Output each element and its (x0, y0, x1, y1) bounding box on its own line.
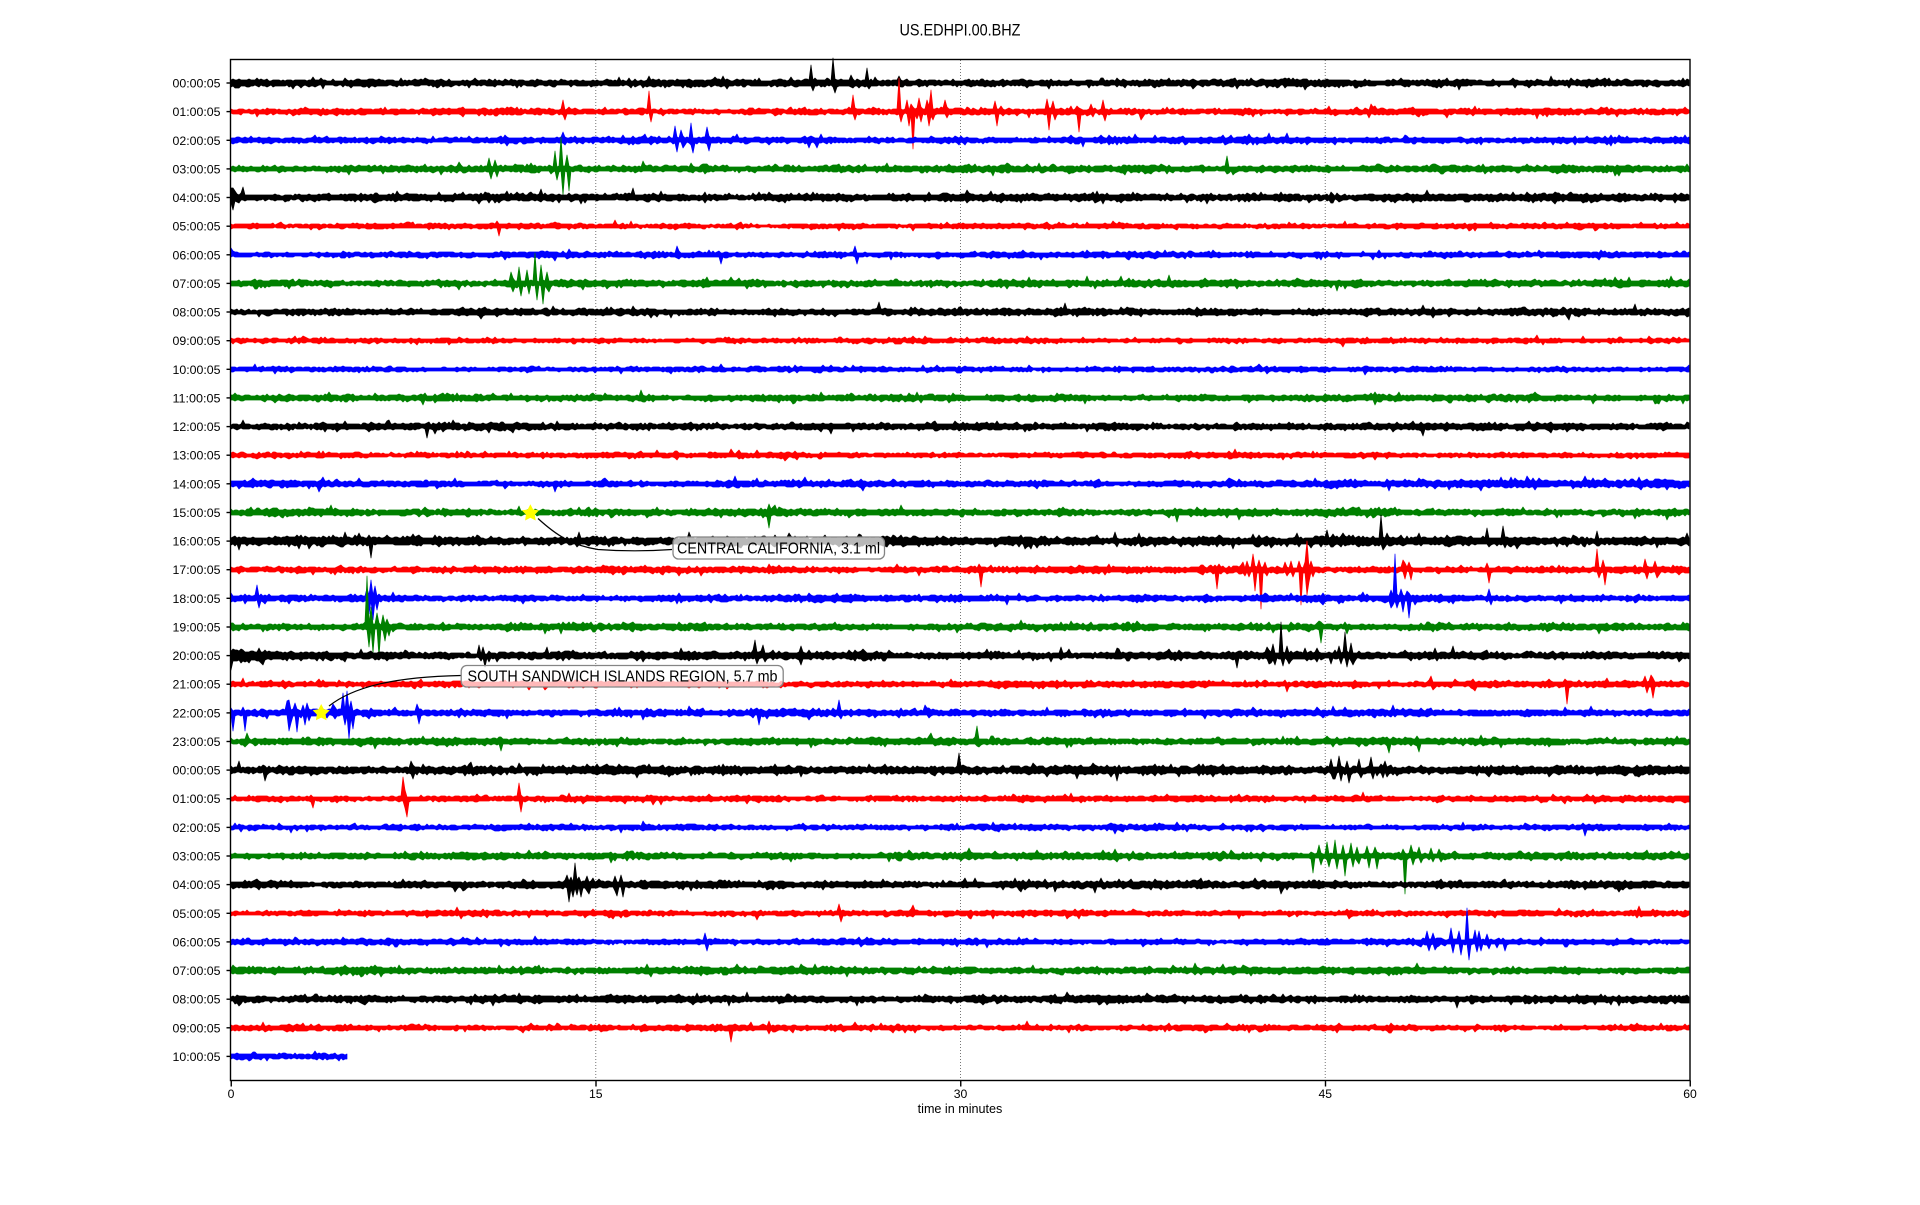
svg-text:15: 15 (589, 1087, 603, 1101)
svg-text:00:00:05: 00:00:05 (173, 764, 221, 778)
svg-text:05:00:05: 05:00:05 (173, 907, 221, 921)
svg-text:11:00:05: 11:00:05 (173, 391, 221, 405)
svg-text:20:00:05: 20:00:05 (173, 649, 221, 663)
svg-text:10:00:05: 10:00:05 (173, 1050, 221, 1064)
svg-text:45: 45 (1318, 1087, 1332, 1101)
svg-text:23:00:05: 23:00:05 (173, 735, 221, 749)
svg-text:02:00:05: 02:00:05 (173, 134, 221, 148)
svg-text:14:00:05: 14:00:05 (173, 477, 221, 491)
svg-text:02:00:05: 02:00:05 (173, 821, 221, 835)
svg-text:07:00:05: 07:00:05 (173, 277, 221, 291)
svg-text:03:00:05: 03:00:05 (173, 850, 221, 864)
svg-text:21:00:05: 21:00:05 (173, 678, 221, 692)
svg-text:04:00:05: 04:00:05 (173, 191, 221, 205)
svg-text:06:00:05: 06:00:05 (173, 248, 221, 262)
svg-text:10:00:05: 10:00:05 (173, 363, 221, 377)
svg-text:12:00:05: 12:00:05 (173, 420, 221, 434)
svg-text:CENTRAL CALIFORNIA, 3.1 ml: CENTRAL CALIFORNIA, 3.1 ml (677, 540, 880, 557)
svg-text:18:00:05: 18:00:05 (173, 592, 221, 606)
svg-text:30: 30 (954, 1087, 968, 1101)
svg-text:15:00:05: 15:00:05 (173, 506, 221, 520)
svg-text:06:00:05: 06:00:05 (173, 935, 221, 949)
svg-text:22:00:05: 22:00:05 (173, 706, 221, 720)
svg-text:01:00:05: 01:00:05 (173, 792, 221, 806)
svg-text:0: 0 (228, 1087, 235, 1101)
svg-text:00:00:05: 00:00:05 (173, 77, 221, 91)
svg-text:07:00:05: 07:00:05 (173, 964, 221, 978)
svg-text:05:00:05: 05:00:05 (173, 220, 221, 234)
svg-text:16:00:05: 16:00:05 (173, 535, 221, 549)
svg-text:SOUTH SANDWICH ISLANDS REGION,: SOUTH SANDWICH ISLANDS REGION, 5.7 mb (468, 668, 778, 685)
svg-text:time in minutes: time in minutes (918, 1102, 1003, 1116)
svg-text:19:00:05: 19:00:05 (173, 621, 221, 635)
svg-text:60: 60 (1683, 1087, 1697, 1101)
svg-text:01:00:05: 01:00:05 (173, 105, 221, 119)
svg-text:13:00:05: 13:00:05 (173, 449, 221, 463)
svg-text:US.EDHPI.00.BHZ: US.EDHPI.00.BHZ (900, 21, 1021, 40)
svg-text:09:00:05: 09:00:05 (173, 1021, 221, 1035)
svg-text:17:00:05: 17:00:05 (173, 563, 221, 577)
svg-text:09:00:05: 09:00:05 (173, 334, 221, 348)
svg-text:04:00:05: 04:00:05 (173, 878, 221, 892)
svg-text:08:00:05: 08:00:05 (173, 993, 221, 1007)
svg-text:03:00:05: 03:00:05 (173, 162, 221, 176)
svg-text:08:00:05: 08:00:05 (173, 306, 221, 320)
